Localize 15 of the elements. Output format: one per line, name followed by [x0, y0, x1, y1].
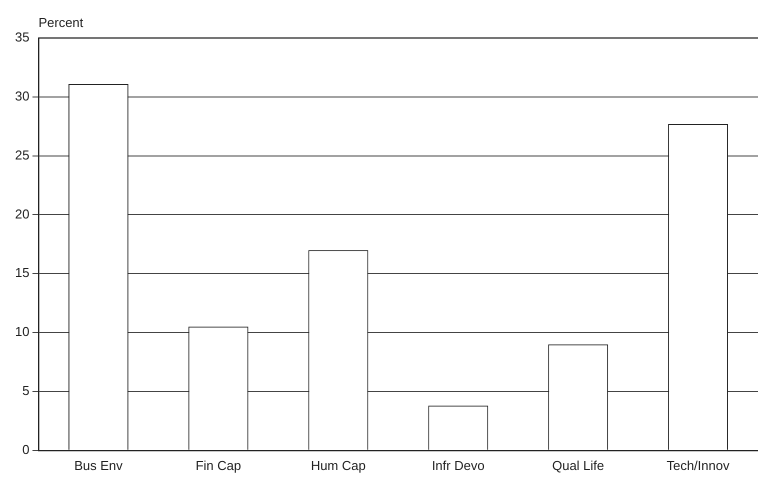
x-tick-label: Fin Cap	[196, 458, 242, 473]
y-tick-label: 25	[14, 147, 30, 162]
x-tick-label: Hum Cap	[310, 458, 366, 473]
y-tick-label: 20	[14, 206, 30, 222]
x-tick-label: Bus Env	[74, 458, 124, 473]
y-tick-label: 15	[14, 265, 30, 280]
y-axis-title: Percent	[38, 15, 84, 30]
y-tick-label: 30	[14, 88, 30, 104]
y-tick-label: 10	[14, 324, 30, 340]
y-tick-label: 0	[22, 442, 30, 457]
x-tick-label: Infr Devo	[432, 458, 485, 473]
x-tick-label: Qual Life	[552, 458, 604, 473]
y-tick-label: 5	[22, 383, 30, 398]
x-tick-label: Tech/Innov	[666, 458, 730, 473]
y-tick-label: 35	[14, 30, 30, 45]
